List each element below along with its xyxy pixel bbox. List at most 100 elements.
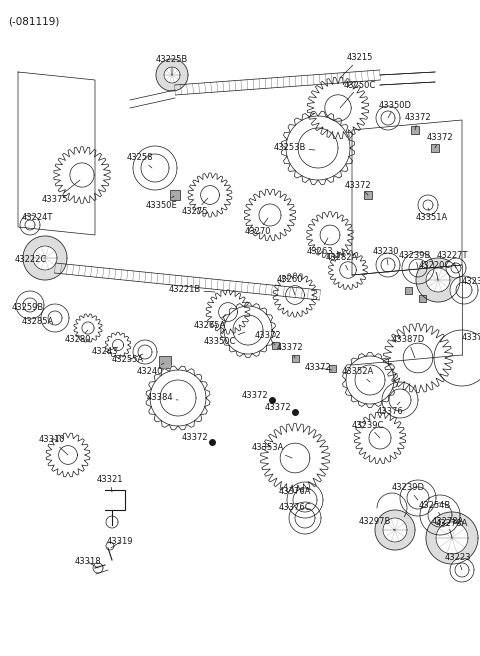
Polygon shape — [343, 352, 397, 407]
Text: 43353A: 43353A — [252, 443, 292, 458]
Text: 43350E: 43350E — [146, 196, 178, 209]
Bar — [159, 356, 171, 368]
Polygon shape — [219, 302, 237, 321]
Polygon shape — [281, 112, 355, 184]
Polygon shape — [164, 67, 180, 83]
Polygon shape — [23, 236, 67, 280]
Polygon shape — [446, 258, 466, 278]
Polygon shape — [146, 366, 210, 430]
Polygon shape — [354, 413, 406, 464]
Text: 43233: 43233 — [462, 277, 480, 287]
Text: 43376A: 43376A — [279, 487, 311, 497]
Polygon shape — [54, 147, 110, 203]
Bar — [431, 144, 439, 152]
Polygon shape — [369, 427, 391, 449]
Polygon shape — [286, 116, 350, 180]
Polygon shape — [381, 258, 395, 272]
Polygon shape — [416, 258, 460, 302]
Polygon shape — [244, 190, 296, 241]
Polygon shape — [201, 186, 219, 205]
Polygon shape — [286, 285, 304, 304]
Polygon shape — [46, 433, 90, 477]
Text: 43351A: 43351A — [416, 208, 448, 222]
Text: 43239D: 43239D — [392, 483, 424, 500]
Text: 43352A: 43352A — [342, 367, 374, 382]
Text: 43372: 43372 — [427, 134, 453, 148]
Polygon shape — [307, 212, 353, 258]
Text: 43372: 43372 — [182, 434, 212, 443]
Text: 43372: 43372 — [255, 331, 281, 345]
Polygon shape — [138, 345, 152, 359]
Polygon shape — [188, 173, 232, 217]
Polygon shape — [23, 298, 37, 312]
Polygon shape — [112, 340, 123, 350]
Polygon shape — [175, 70, 380, 95]
Polygon shape — [426, 512, 478, 564]
Text: 43263: 43263 — [307, 238, 333, 256]
Text: 43222C: 43222C — [15, 255, 47, 264]
Text: 43265A: 43265A — [194, 315, 226, 329]
Polygon shape — [16, 291, 44, 319]
Polygon shape — [455, 563, 469, 577]
Text: 43270: 43270 — [245, 218, 271, 237]
Text: 43297B: 43297B — [359, 518, 395, 530]
Polygon shape — [320, 225, 340, 245]
Polygon shape — [407, 487, 429, 509]
Polygon shape — [206, 290, 250, 334]
Polygon shape — [55, 263, 321, 300]
Polygon shape — [105, 332, 131, 358]
Polygon shape — [451, 263, 461, 273]
Polygon shape — [329, 251, 367, 289]
Polygon shape — [293, 488, 317, 512]
Polygon shape — [48, 311, 62, 325]
Text: 43223: 43223 — [445, 554, 471, 570]
Text: 43227T: 43227T — [436, 251, 468, 268]
Polygon shape — [423, 200, 433, 210]
Text: 43350D: 43350D — [379, 100, 411, 118]
Text: 43372: 43372 — [405, 113, 432, 130]
Polygon shape — [402, 252, 434, 284]
Bar — [419, 295, 425, 302]
Polygon shape — [224, 306, 272, 354]
Polygon shape — [33, 246, 57, 270]
Bar — [170, 190, 180, 200]
Text: 43220C: 43220C — [419, 260, 451, 280]
Text: 43240: 43240 — [137, 363, 164, 377]
Text: 43254B: 43254B — [419, 501, 451, 515]
Polygon shape — [450, 276, 478, 304]
Text: 43387D: 43387D — [391, 335, 425, 358]
Polygon shape — [295, 508, 315, 528]
Text: 43372: 43372 — [264, 403, 295, 413]
Polygon shape — [450, 558, 474, 582]
Text: 43258: 43258 — [127, 154, 153, 168]
Text: 43239B: 43239B — [399, 251, 431, 268]
Text: 43372: 43372 — [345, 180, 372, 195]
Polygon shape — [400, 480, 436, 516]
Polygon shape — [376, 253, 400, 277]
Polygon shape — [25, 220, 35, 230]
Polygon shape — [426, 268, 450, 292]
Polygon shape — [141, 154, 169, 182]
Text: 43225B: 43225B — [156, 56, 188, 75]
Text: 43319: 43319 — [107, 537, 133, 548]
Polygon shape — [436, 522, 468, 554]
Polygon shape — [74, 314, 102, 342]
Polygon shape — [261, 424, 329, 493]
Text: 43275: 43275 — [182, 198, 208, 216]
Text: 43239C: 43239C — [352, 420, 384, 438]
Polygon shape — [133, 146, 177, 190]
Text: 43260: 43260 — [277, 276, 303, 295]
Polygon shape — [325, 95, 351, 121]
Polygon shape — [384, 323, 453, 392]
Polygon shape — [340, 262, 356, 278]
Polygon shape — [20, 215, 40, 235]
Text: 43221B: 43221B — [169, 285, 215, 295]
Text: 43375: 43375 — [42, 180, 80, 205]
Text: 43243: 43243 — [92, 347, 118, 356]
Polygon shape — [287, 482, 323, 518]
Text: 43376C: 43376C — [279, 504, 312, 512]
Text: (-081119): (-081119) — [8, 16, 60, 26]
Text: 43215: 43215 — [340, 54, 373, 78]
Text: 43280: 43280 — [65, 330, 91, 344]
Polygon shape — [273, 273, 317, 317]
